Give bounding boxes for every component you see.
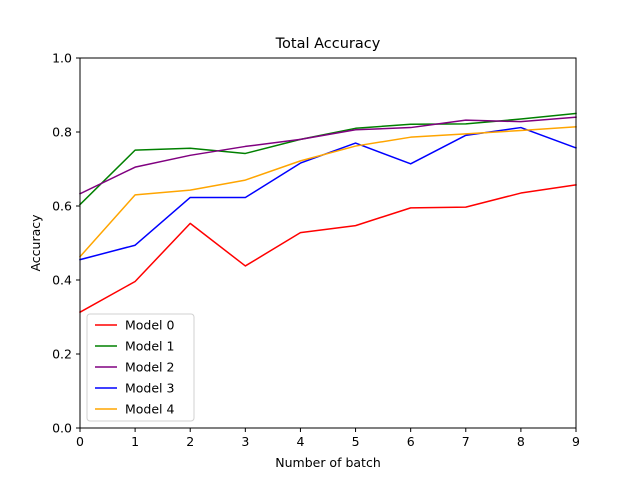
x-axis-ticks: 0 1 2 3 4 5 6 7 8 9: [76, 428, 580, 449]
legend-label-model-0: Model 0: [125, 318, 175, 333]
plot-frame: [79, 57, 577, 429]
y-axis-label: Accuracy: [28, 214, 43, 272]
legend-label-model-1: Model 1: [125, 339, 174, 354]
y-tick-label: 0.6: [52, 199, 72, 214]
legend-label-model-4: Model 4: [125, 402, 175, 417]
x-tick-label: 2: [186, 434, 194, 449]
y-tick-label: 0.0: [52, 421, 72, 436]
x-tick-label: 0: [76, 434, 84, 449]
legend-label-model-3: Model 3: [125, 381, 174, 396]
y-tick-label: 0.2: [52, 347, 72, 362]
legend: Model 0 Model 1 Model 2 Model 3 Model 4: [86, 313, 195, 422]
x-tick-label: 1: [131, 434, 139, 449]
x-tick-label: 5: [352, 434, 360, 449]
x-tick-label: 3: [241, 434, 249, 449]
x-tick-label: 9: [572, 434, 580, 449]
x-axis-label: Number of batch: [275, 455, 381, 470]
legend-box: [86, 313, 195, 422]
x-tick-label: 7: [462, 434, 470, 449]
legend-label-model-2: Model 2: [125, 360, 174, 375]
series-line-model-4: [78, 126, 577, 258]
series-line-model-1: [78, 112, 577, 206]
x-tick-label: 8: [517, 434, 525, 449]
x-tick-label: 4: [296, 434, 304, 449]
series-layer: [78, 112, 577, 314]
x-tick-label: 6: [407, 434, 415, 449]
y-tick-label: 1.0: [52, 51, 72, 66]
y-axis-ticks: 0.0 0.2 0.4 0.6 0.8 1.0: [52, 51, 80, 436]
chart-title: Total Accuracy: [275, 36, 381, 52]
series-line-model-0: [78, 184, 577, 314]
y-tick-label: 0.8: [52, 125, 72, 140]
series-line-model-2: [78, 116, 577, 195]
y-tick-label: 0.4: [52, 273, 72, 288]
